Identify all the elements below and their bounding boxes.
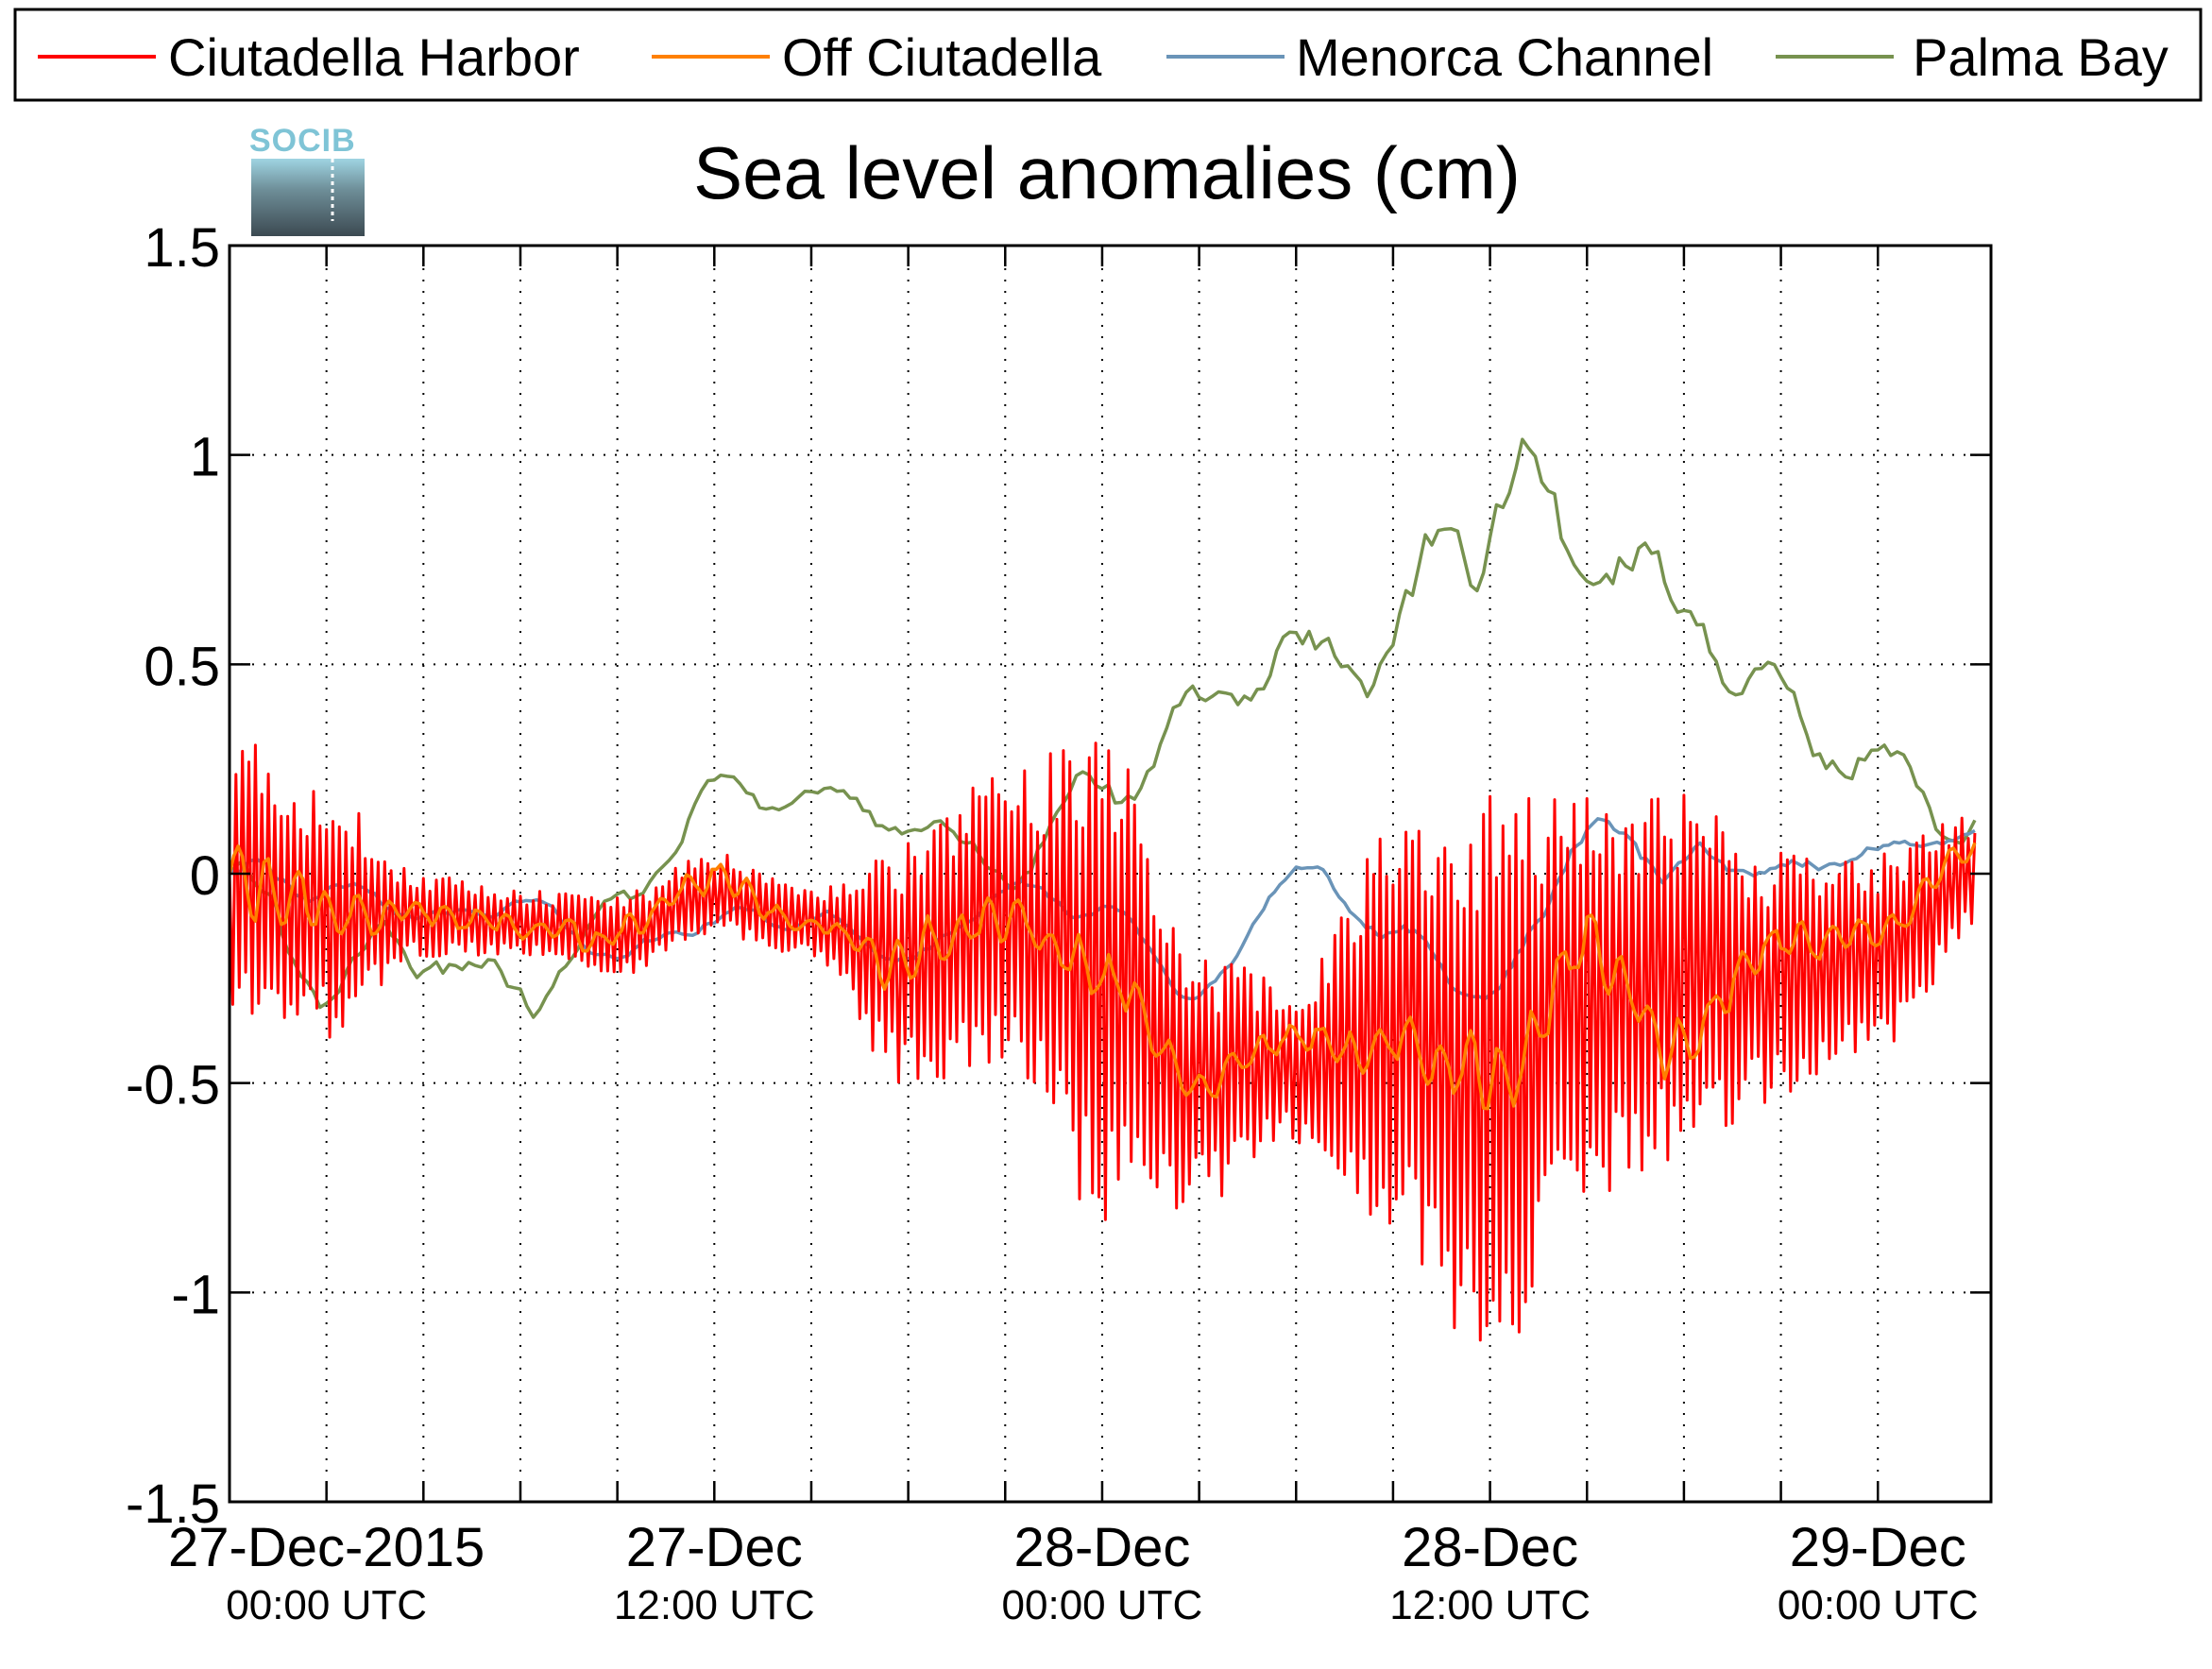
x-tick-date: 27-Dec-2015	[168, 1517, 485, 1578]
series-line-off-ciutadella	[228, 842, 1977, 1111]
legend-label: Menorca Channel	[1296, 27, 1713, 87]
x-tick-date: 28-Dec	[1402, 1517, 1578, 1578]
x-tick-time: 00:00 UTC	[226, 1582, 427, 1628]
x-tick-time: 00:00 UTC	[1002, 1582, 1203, 1628]
y-tick-label: 0	[190, 845, 220, 907]
x-tick-time: 12:00 UTC	[1389, 1582, 1591, 1628]
legend-label: Ciutadella Harbor	[168, 27, 580, 87]
series-line-ciutadella-harbor	[228, 741, 1977, 1342]
legend-label: Off Ciutadella	[782, 27, 1102, 87]
x-tick-date: 28-Dec	[1013, 1517, 1190, 1578]
y-tick-label: 1	[190, 427, 220, 488]
legend-label: Palma Bay	[1913, 27, 2169, 87]
x-tick-date: 27-Dec	[626, 1517, 803, 1578]
y-tick-label: 1.5	[144, 217, 220, 279]
series-layer	[228, 437, 1977, 1342]
y-tick-label: -1.5	[126, 1473, 220, 1535]
y-axis-tick-labels: 1.5 1 0.5 0 -0.5 -1 -1.5	[126, 217, 220, 1535]
logo-text: SOCIB	[249, 123, 356, 159]
x-tick-date: 29-Dec	[1790, 1517, 1966, 1578]
logo-wave-block	[251, 159, 365, 236]
x-tick-time: 00:00 UTC	[1778, 1582, 1979, 1628]
series-line-palma-bay	[228, 437, 1977, 1019]
socib-logo: SOCIB	[249, 123, 365, 236]
axis-ticks	[230, 244, 1991, 1504]
y-tick-label: -1	[171, 1264, 220, 1325]
y-tick-label: -0.5	[126, 1055, 220, 1116]
legend: Ciutadella Harbor Off Ciutadella Menorca C…	[13, 8, 2203, 102]
chart-title: Sea level anomalies (cm)	[693, 131, 1521, 214]
x-tick-time: 12:00 UTC	[614, 1582, 815, 1628]
y-tick-label: 0.5	[144, 636, 220, 697]
